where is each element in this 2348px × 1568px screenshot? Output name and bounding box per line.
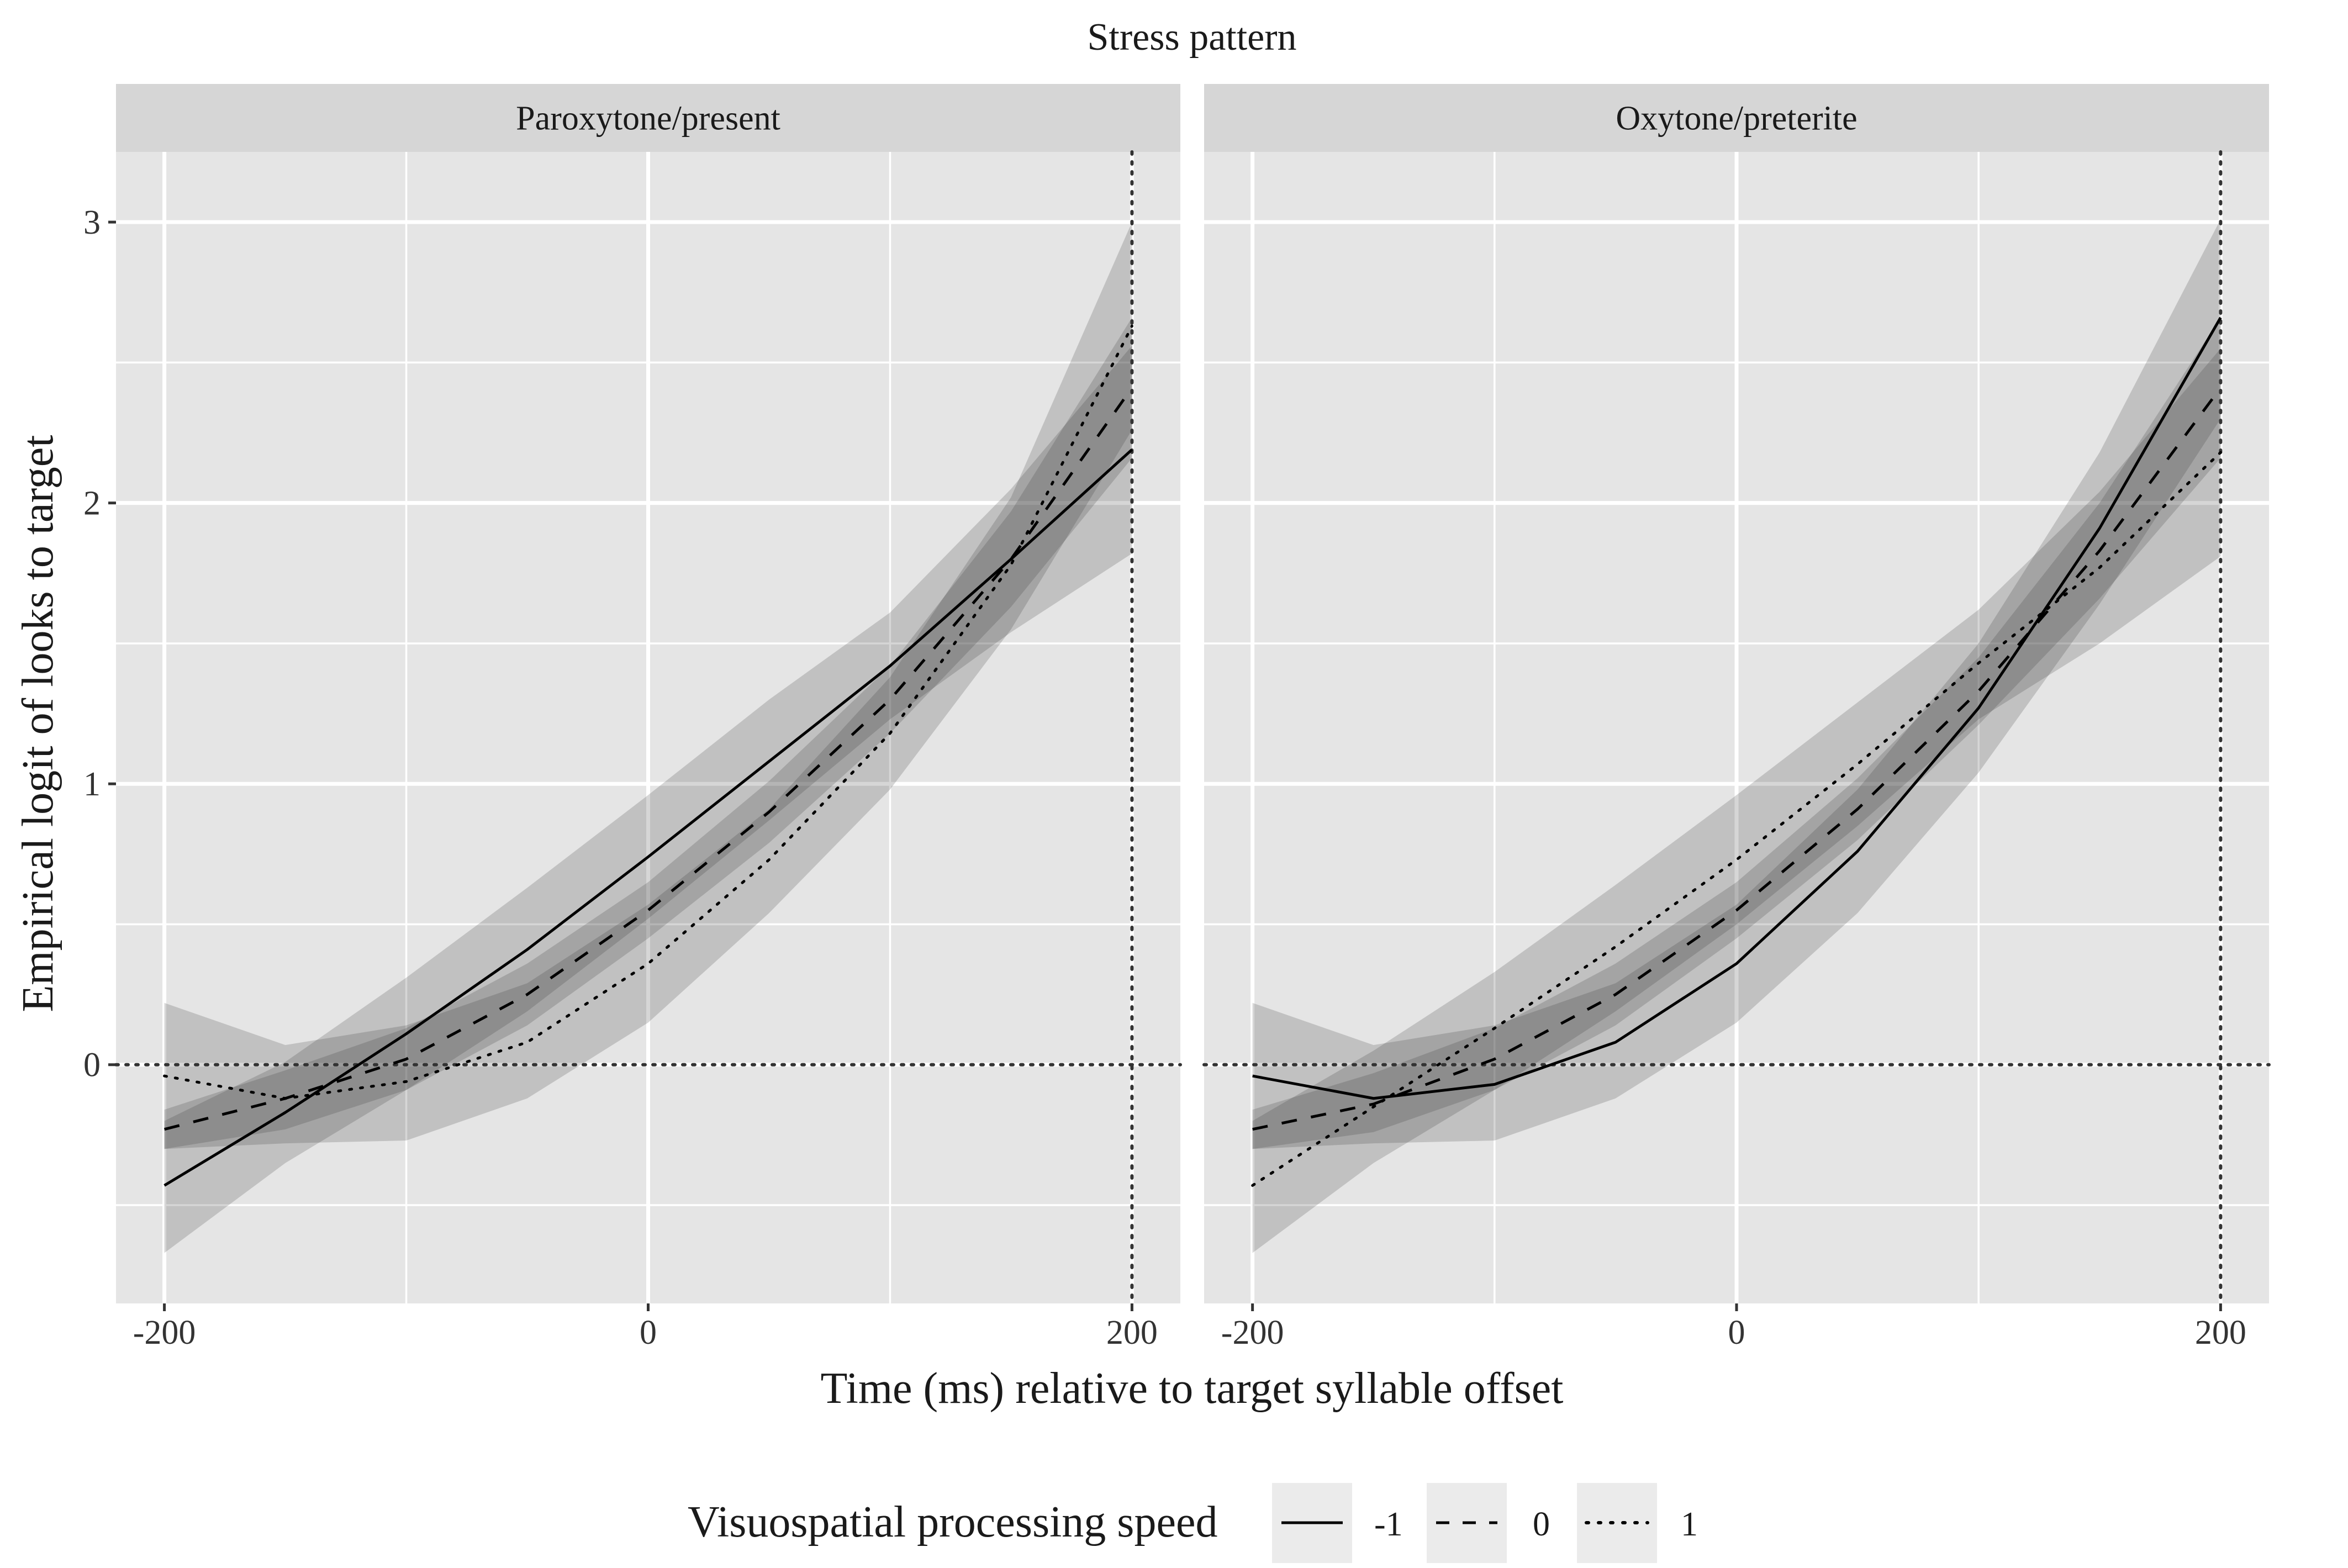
confidence-band-1 (164, 222, 1132, 1149)
series-line-minus-1 (1252, 316, 2222, 1100)
chart-title: Stress pattern (1087, 16, 1296, 59)
y-axis-title: Empirical logit of looks to target (14, 435, 62, 1012)
panel-strip-label: Oxytone/preterite (1616, 100, 1857, 138)
x-tick-label: -200 (133, 1314, 196, 1351)
y-tick-label: 1 (83, 765, 101, 803)
legend-title: Visuospatial processing speed (688, 1498, 1217, 1546)
x-tick-label: 0 (1728, 1314, 1745, 1351)
panel-paroxytone-present: Paroxytone/present -200 0 200 0 1 2 3 (83, 84, 1182, 1351)
legend-item-1: 1 (1577, 1483, 1698, 1563)
legend-key-1 (1577, 1483, 1657, 1563)
panel-oxytone-preterite: Oxytone/preterite -200 0 200 (1202, 84, 2271, 1351)
panel-strip (1204, 84, 2269, 152)
series-line-0 (1252, 387, 2222, 1131)
legend-label-minus-1: -1 (1374, 1506, 1403, 1543)
y-tick-label: 3 (83, 204, 101, 241)
y-tick-label: 2 (83, 485, 101, 522)
y-tick-label: 0 (83, 1047, 101, 1084)
legend-label-0: 0 (1533, 1506, 1550, 1543)
panel-strip-label: Paroxytone/present (516, 100, 780, 138)
x-tick-label: 200 (2195, 1314, 2246, 1351)
x-tick-label: 200 (1106, 1314, 1158, 1351)
x-tick-label: 0 (640, 1314, 657, 1351)
confidence-band-minus-1 (164, 345, 1132, 1253)
legend-item-minus-1: -1 (1272, 1483, 1403, 1563)
legend: Visuospatial processing speed -1 0 1 (688, 1483, 1698, 1563)
x-tick-label: -200 (1221, 1314, 1284, 1351)
panel-strip (116, 84, 1180, 152)
legend-item-0: 0 (1427, 1483, 1550, 1563)
legend-label-1: 1 (1681, 1506, 1698, 1543)
series-line-minus-1 (163, 448, 1133, 1187)
x-axis-title: Time (ms) relative to target syllable of… (821, 1364, 1564, 1413)
